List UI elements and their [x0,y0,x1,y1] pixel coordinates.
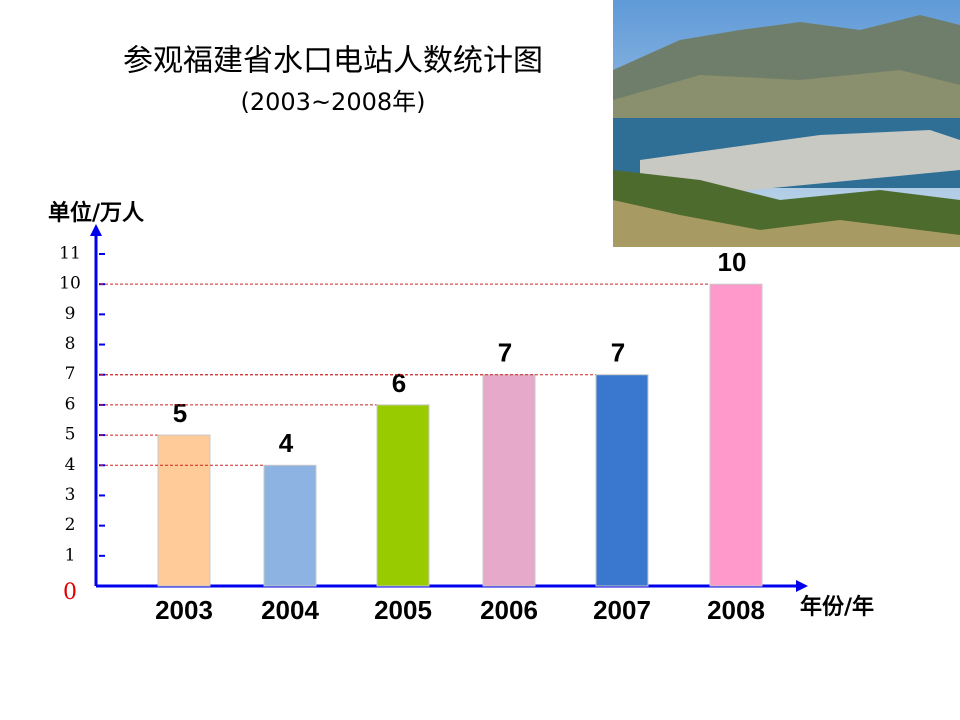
bar [482,374,536,587]
x-tick-label: 2006 [480,595,538,625]
value-label: 6 [392,368,406,398]
y-tick-label: 1 [65,545,76,565]
bar [376,404,430,587]
y-tick-label: 9 [65,304,76,324]
y-tick-label: 0 [63,580,77,605]
value-label: 5 [173,398,187,428]
bar [157,434,211,587]
chart-title: 参观福建省水口电站人数统计图 [123,44,543,79]
value-label: 4 [279,428,294,458]
bar [595,374,649,587]
value-label: 10 [718,247,747,277]
y-tick-label: 3 [65,485,76,505]
y-tick-label: 10 [59,274,81,294]
y-tick-label: 2 [65,515,76,535]
y-tick-label: 7 [65,364,76,384]
y-tick-label: 5 [65,425,76,445]
y-tick-label: 4 [65,455,76,475]
x-tick-label: 2007 [593,595,651,625]
value-label: 7 [498,338,512,368]
x-tick-label: 2005 [374,595,432,625]
x-axis-label: 年份/年 [800,594,874,620]
chart-subtitle: (2003~2008年) [241,88,426,116]
y-tick-label: 8 [65,334,76,354]
bar [263,464,317,587]
y-axis-label: 单位/万人 [48,200,144,226]
x-tick-label: 2008 [707,595,765,625]
y-tick-label: 11 [59,244,81,264]
x-tick-label: 2003 [155,595,213,625]
bar [709,283,763,587]
photo [613,0,960,247]
x-tick-label: 2004 [261,595,319,625]
axes [90,224,808,592]
y-tick-label: 6 [65,394,76,414]
value-label: 7 [611,338,625,368]
